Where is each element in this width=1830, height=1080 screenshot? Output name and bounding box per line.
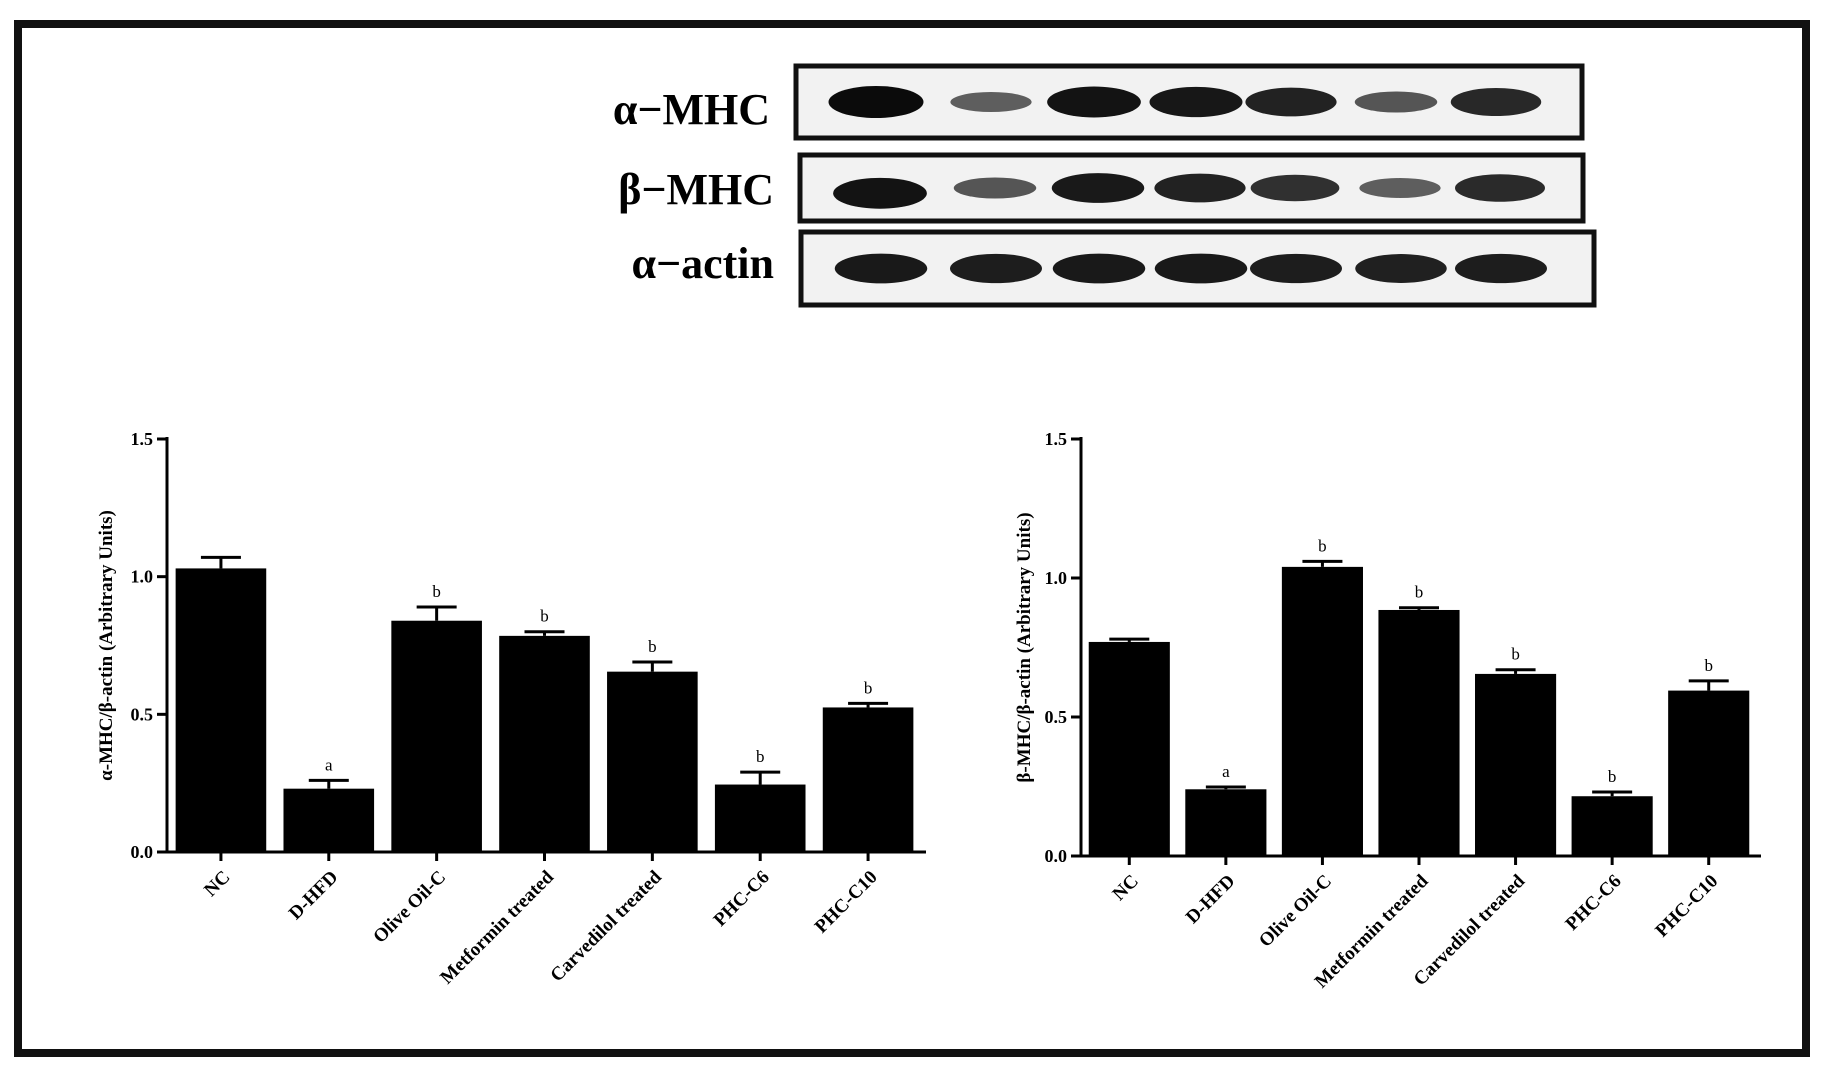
bar — [714, 784, 806, 852]
y-tick-label: 1.0 — [131, 567, 154, 587]
blot-band — [1359, 178, 1441, 198]
y-axis-label: α-MHC/β-actin (Arbitrary Units) — [96, 510, 117, 781]
blot-band — [834, 253, 928, 284]
significance-label: b — [864, 678, 873, 697]
blot-band — [1354, 91, 1438, 113]
bar — [391, 620, 482, 852]
blot-band — [950, 92, 1032, 112]
category-label: Olive Oil-C — [1255, 871, 1336, 952]
blot-band — [1250, 253, 1342, 284]
significance-label: b — [1415, 583, 1424, 602]
significance-label: b — [1704, 656, 1713, 675]
significance-label: a — [325, 755, 333, 774]
y-tick-label: 1.5 — [131, 429, 154, 449]
significance-label: b — [1511, 645, 1520, 664]
category-label: PHC-C6 — [1562, 871, 1626, 935]
blot-band — [1455, 253, 1547, 284]
blot-band — [950, 253, 1042, 284]
bar — [1378, 609, 1460, 856]
blot-row-label: α−MHC — [613, 85, 770, 134]
blot-row-label: β−MHC — [618, 165, 774, 214]
bar — [1185, 789, 1267, 856]
blot-band — [1149, 86, 1243, 118]
blot-band — [1355, 254, 1447, 283]
y-tick-label: 1.5 — [1045, 429, 1068, 449]
blot-band — [1245, 87, 1337, 117]
blot-band — [833, 177, 927, 209]
y-tick-label: 0.5 — [1045, 707, 1068, 727]
blot-band — [1250, 174, 1340, 202]
y-axis-label: β-MHC/β-actin (Arbitrary Units) — [1014, 512, 1035, 782]
bar — [1281, 566, 1363, 856]
bar — [1475, 673, 1557, 856]
bar — [822, 707, 914, 852]
bar — [175, 568, 267, 852]
blot-band — [1455, 174, 1545, 202]
bar — [607, 671, 698, 852]
blot-row-label: α−actin — [631, 239, 774, 288]
bar — [1088, 641, 1170, 856]
y-tick-label: 1.0 — [1045, 568, 1068, 588]
y-tick-label: 0.5 — [131, 704, 154, 724]
blot-band — [1052, 253, 1146, 284]
blot-band — [828, 86, 924, 118]
significance-label: b — [756, 747, 765, 766]
blot-band — [1154, 253, 1248, 284]
category-label: PHC-C10 — [1651, 871, 1722, 942]
category-label: NC — [1109, 871, 1143, 905]
bar — [499, 635, 590, 852]
bar — [1668, 690, 1750, 856]
blot-band — [953, 177, 1037, 199]
category-label: D-HFD — [1182, 871, 1239, 928]
significance-label: b — [432, 582, 441, 601]
blot-band — [1047, 86, 1141, 118]
blot-band — [1051, 173, 1145, 203]
y-tick-label: 0.0 — [131, 842, 154, 862]
blot-band — [1450, 87, 1542, 117]
bar — [1571, 796, 1653, 856]
significance-label: b — [1608, 767, 1617, 786]
blot-band — [1154, 173, 1246, 203]
significance-label: b — [1318, 536, 1327, 555]
significance-label: b — [648, 637, 657, 656]
significance-label: a — [1222, 762, 1230, 781]
bar — [283, 788, 375, 852]
y-tick-label: 0.0 — [1045, 846, 1068, 866]
significance-label: b — [540, 607, 549, 626]
